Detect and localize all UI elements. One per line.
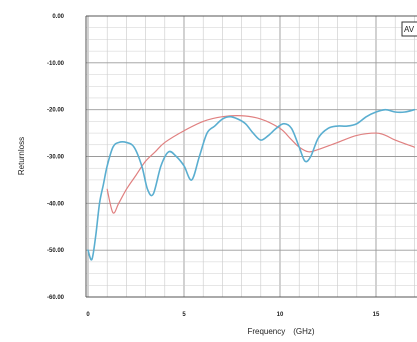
series-line-1 — [106, 115, 415, 214]
y-tick-label: -50.00 — [47, 248, 65, 254]
x-tick-label: 15 — [373, 312, 380, 318]
series-layer — [87, 108, 416, 261]
y-tick-label: -30.00 — [47, 155, 65, 161]
series-line-0 — [87, 108, 416, 261]
y-tick-label: -10.00 — [47, 61, 65, 67]
legend-box-label: AV — [404, 25, 415, 34]
y-tick-label: 0.00 — [52, 14, 64, 20]
y-tick-labels: 0.00 -10.00 -20.00 -30.00 -40.00 -50.00 -60.00 — [47, 14, 65, 301]
y-tick-label: -60.00 — [47, 295, 65, 301]
x-tick-label: 10 — [277, 312, 284, 318]
y-tick-label: -40.00 — [47, 201, 65, 207]
x-tick-label: 5 — [182, 312, 186, 318]
x-axis-title: Frequency (GHz) — [247, 327, 314, 336]
x-tick-label: 0 — [86, 312, 90, 318]
x-tick-labels: 0 5 10 15 — [86, 312, 380, 318]
y-tick-label: -20.00 — [47, 108, 65, 114]
legend-box-frame — [401, 21, 417, 37]
y-axis-title: Returnloss — [17, 137, 26, 175]
grid-layer — [86, 15, 417, 298]
legend-box: AV — [401, 21, 417, 37]
